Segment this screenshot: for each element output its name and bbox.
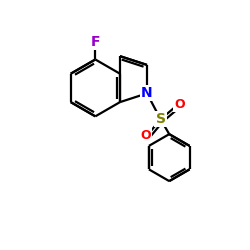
Text: O: O <box>174 98 185 111</box>
Text: N: N <box>141 86 153 100</box>
Text: F: F <box>90 35 100 49</box>
Text: S: S <box>156 112 166 126</box>
Text: O: O <box>140 129 150 142</box>
